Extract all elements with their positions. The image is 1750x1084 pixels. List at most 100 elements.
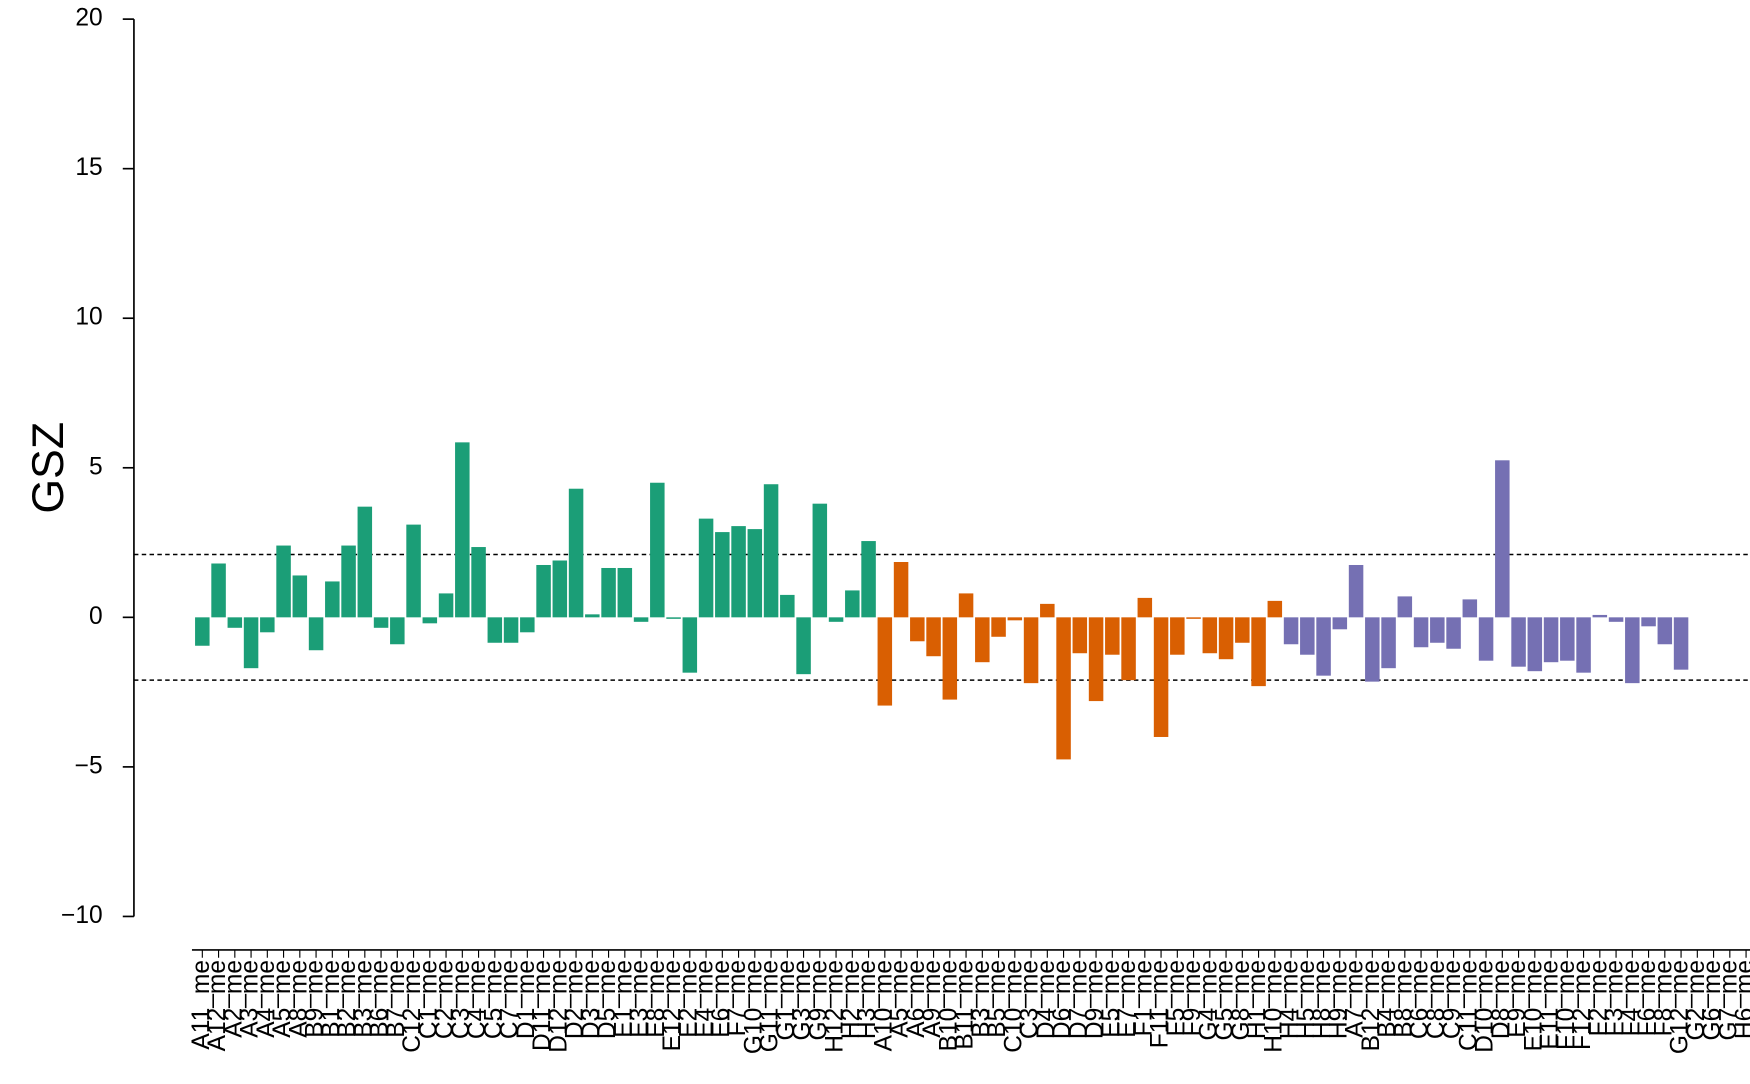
bar xyxy=(406,524,421,618)
x-tick-label: B10_me xyxy=(935,960,962,1051)
x-tick-label: E10_me xyxy=(1520,960,1547,1051)
x-tick-label: A3_me xyxy=(237,960,264,1038)
bar xyxy=(812,503,828,618)
x-tick-label: E1_me xyxy=(610,960,637,1038)
bar xyxy=(1202,617,1218,654)
x-tick-label: B6_me xyxy=(367,960,394,1038)
bar xyxy=(1300,617,1315,655)
x-tick-label: B7_me xyxy=(383,960,410,1038)
x-tick-label: F11_me xyxy=(1147,960,1174,1048)
x-tick-label: E9_me xyxy=(1504,960,1531,1038)
y-tick-label: −10 xyxy=(61,902,103,929)
bar xyxy=(910,617,925,642)
x-tick-label: D7_me xyxy=(1065,960,1092,1039)
y-axis-label: GSZ xyxy=(24,422,73,514)
x-tick-label: D1_me xyxy=(513,960,540,1039)
bar xyxy=(1348,564,1364,618)
bar xyxy=(926,617,941,657)
bar xyxy=(1007,617,1023,621)
bar xyxy=(422,617,438,624)
x-tick-label: A8_me xyxy=(285,960,312,1038)
x-tick-label: C4_me xyxy=(464,960,491,1039)
x-tick-label: C6_me xyxy=(1407,960,1434,1039)
x-tick-label: D3_me xyxy=(578,960,605,1039)
x-tick-label: D8_me xyxy=(1488,960,1515,1039)
bar xyxy=(780,594,795,618)
x-tick-label: C3_me xyxy=(1017,960,1044,1039)
x-tick-label: G10_me xyxy=(740,960,767,1054)
bar xyxy=(292,575,308,618)
bar xyxy=(341,545,356,618)
x-tick-label: H5_me xyxy=(1293,960,1320,1039)
bar xyxy=(845,590,860,618)
x-tick-label: A6_me xyxy=(903,960,930,1038)
x-tick-label: G6_me xyxy=(1699,960,1726,1041)
x-tick-label: G8_me xyxy=(1228,960,1255,1041)
x-tick-label: F7_me xyxy=(724,960,751,1036)
x-tick-label: B2_me xyxy=(334,960,361,1038)
bar xyxy=(1170,617,1185,655)
bar xyxy=(471,547,486,618)
bar xyxy=(617,567,633,618)
bar xyxy=(325,581,340,618)
x-tick-label: F3_me xyxy=(1602,960,1629,1036)
x-tick-label: A5_me xyxy=(887,960,914,1038)
x-tick-label: B3_me xyxy=(350,960,377,1038)
x-tick-label: C12_me xyxy=(399,960,426,1053)
bar xyxy=(357,506,373,618)
bar xyxy=(1657,617,1673,645)
x-tick-label: E6_me xyxy=(708,960,735,1038)
x-tick-label: B1_me xyxy=(318,960,345,1038)
y-tick-label: 20 xyxy=(75,5,102,32)
x-tick-label: E5_me xyxy=(1098,960,1125,1038)
x-tick-label: A2_me xyxy=(220,960,247,1038)
bar xyxy=(666,617,681,619)
x-tick-label: A10_me xyxy=(870,960,897,1051)
bar xyxy=(1478,617,1494,661)
bar xyxy=(552,560,568,618)
bar xyxy=(763,484,779,618)
bar xyxy=(243,617,259,669)
y-tick-label: −5 xyxy=(75,752,103,779)
x-tick-label: H2_me xyxy=(838,960,865,1039)
bar xyxy=(568,488,584,618)
x-tick-label: F4_me xyxy=(1618,960,1645,1036)
bar xyxy=(503,617,519,643)
x-tick-label: B12_me xyxy=(1358,960,1385,1051)
x-tick-label: H9_me xyxy=(1325,960,1352,1039)
y-tick-label: 0 xyxy=(89,603,103,630)
bar xyxy=(1413,617,1429,648)
bar xyxy=(1576,617,1591,673)
bar xyxy=(1153,617,1169,737)
bar xyxy=(1316,617,1331,676)
bar xyxy=(1023,617,1039,684)
bar xyxy=(1332,617,1348,630)
x-tick-label: B9_me xyxy=(302,960,329,1038)
bar xyxy=(1641,617,1656,627)
x-tick-label: H8_me xyxy=(1309,960,1336,1039)
x-tick-label: C7_me xyxy=(497,960,524,1039)
x-tick-label: C2_me xyxy=(432,960,459,1039)
bar xyxy=(633,617,649,622)
bar xyxy=(487,617,503,643)
bar xyxy=(1137,597,1153,618)
x-tick-label: H4_me xyxy=(1277,960,1304,1039)
bar xyxy=(1543,617,1559,663)
bar xyxy=(1625,617,1640,684)
bar xyxy=(1673,617,1689,670)
x-tick-label: G12_me xyxy=(1667,960,1694,1054)
bar xyxy=(1267,600,1283,618)
bar xyxy=(1527,617,1543,672)
x-tick-label: A9_me xyxy=(919,960,946,1038)
bar xyxy=(1040,603,1055,618)
bar xyxy=(1381,617,1396,669)
x-tick-label: E7_me xyxy=(1114,960,1141,1038)
x-tick-label: G3_me xyxy=(789,960,816,1041)
bar xyxy=(1088,617,1104,702)
x-tick-label: C1_me xyxy=(415,960,442,1039)
x-tick-label: D10_me xyxy=(1472,960,1499,1053)
x-tick-label: F6_me xyxy=(1634,960,1661,1036)
bar xyxy=(1495,460,1510,618)
bar xyxy=(1397,596,1413,618)
bar xyxy=(1560,617,1575,661)
